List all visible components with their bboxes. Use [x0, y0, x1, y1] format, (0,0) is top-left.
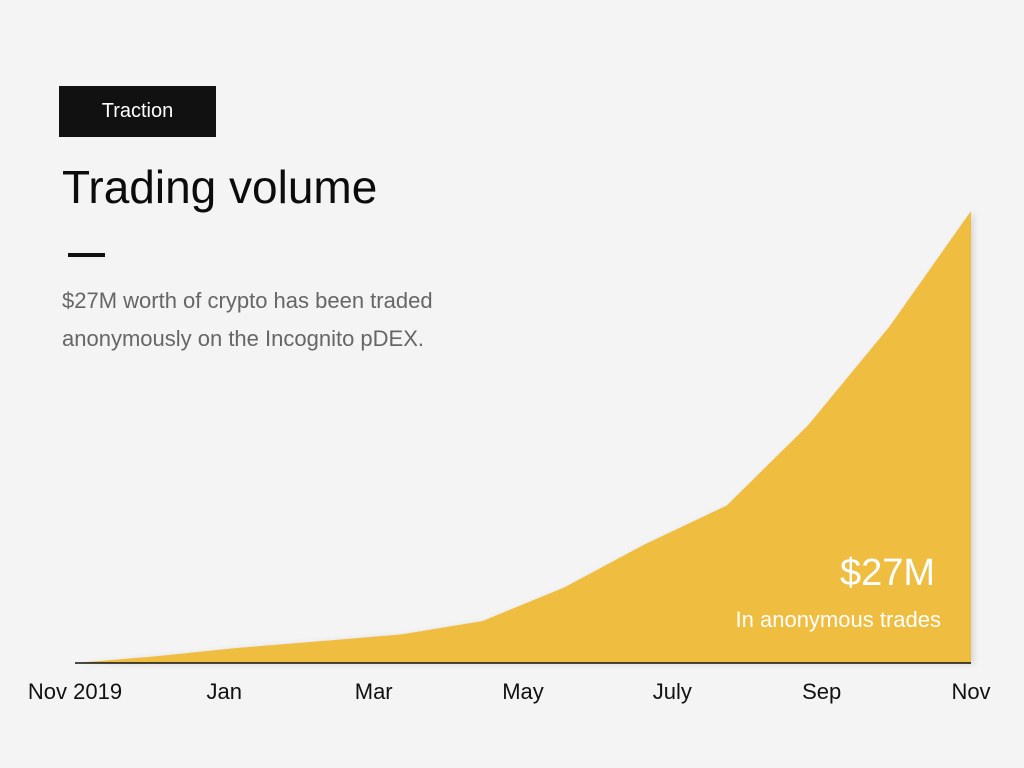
x-tick-label: Mar: [355, 679, 393, 704]
callout-value: $27M: [839, 552, 935, 594]
callout-label: In anonymous trades: [735, 607, 941, 632]
x-tick-label: Nov 2019: [28, 679, 122, 704]
x-tick-label: May: [502, 679, 544, 704]
slide-title: Trading volume: [62, 161, 378, 213]
x-tick-label: Sep: [802, 679, 841, 704]
x-tick-label: Nov: [951, 679, 990, 704]
slide-description: $27M worth of crypto has been traded ano…: [62, 288, 433, 351]
volume-area: [75, 211, 971, 663]
title-divider: [68, 253, 105, 257]
section-tag: Traction: [59, 86, 216, 137]
area-layer: [75, 211, 971, 663]
x-axis-ticks: Nov 2019 Jan Mar May July Sep Nov: [28, 679, 991, 704]
x-tick-label: Jan: [207, 679, 242, 704]
section-tag-label: Traction: [101, 100, 174, 122]
x-tick-label: July: [653, 679, 692, 704]
